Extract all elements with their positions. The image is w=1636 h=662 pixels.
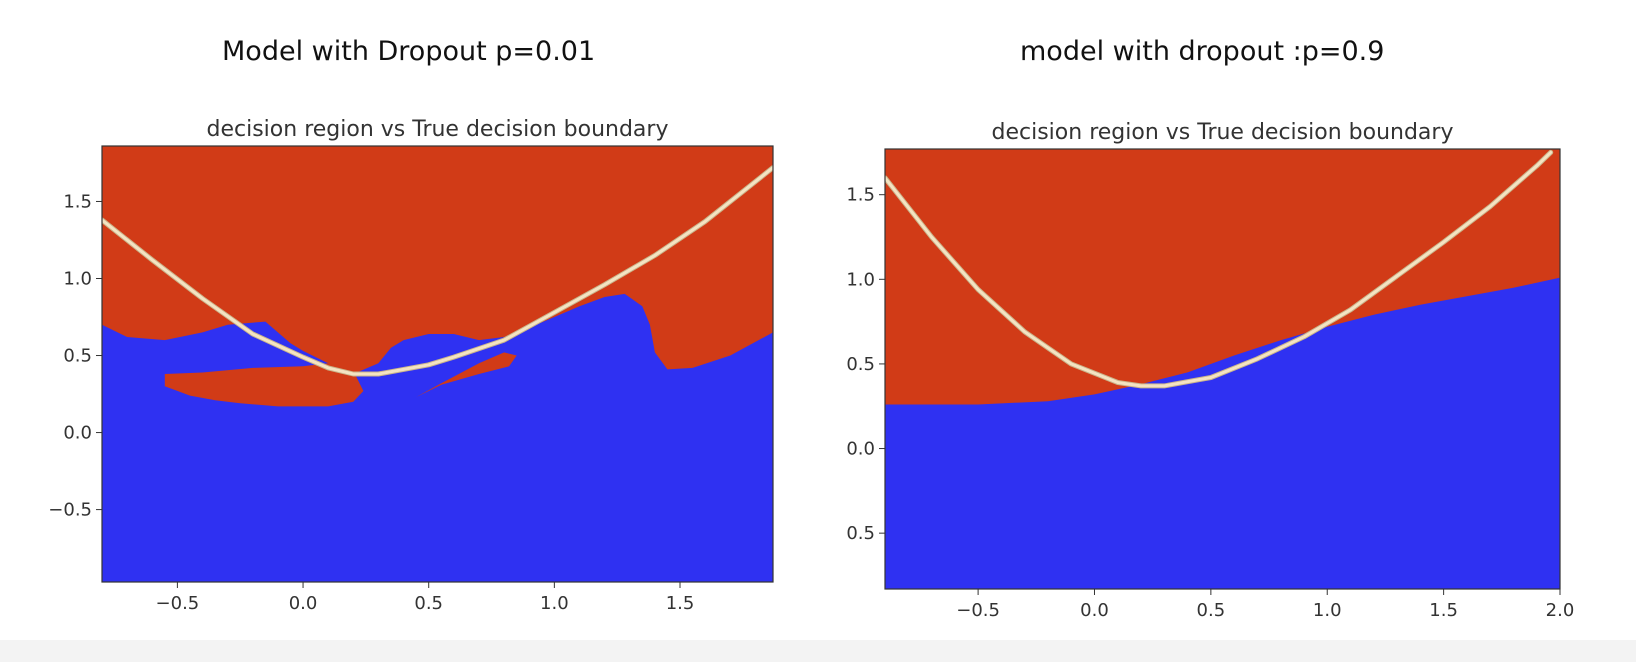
y-tick-label: −0.5 (48, 500, 92, 521)
y-tick-label: 1.0 (63, 268, 92, 289)
axes-title: decision region vs True decision boundar… (207, 117, 669, 142)
axes-frame (884, 148, 1561, 590)
x-tick-label: 0.0 (1080, 600, 1109, 621)
y-tick-label: 1.5 (846, 185, 875, 206)
region-class-0 (102, 293, 773, 582)
plot-area (885, 149, 1560, 589)
region-class-0 (885, 277, 1560, 589)
left-figure-heading: Model with Dropout p=0.01 (222, 36, 596, 67)
region-island-0 (164, 363, 364, 407)
y-tick-label: 0.0 (63, 423, 92, 444)
x-tick-label: 0.5 (414, 593, 443, 614)
axes-frame (101, 145, 774, 583)
x-tick-label: 1.5 (666, 593, 695, 614)
region-island-1 (416, 352, 517, 398)
true-boundary-line (885, 150, 1553, 388)
x-tick-label: 2.0 (1546, 600, 1575, 621)
y-tick-label: 0.5 (846, 354, 875, 375)
y-tick-label: 0.5 (63, 346, 92, 367)
y-tick-label: 1.5 (63, 191, 92, 212)
x-tick-label: 0.0 (289, 593, 318, 614)
x-tick-label: 1.5 (1429, 600, 1458, 621)
true-boundary-line (102, 166, 773, 376)
x-tick-label: 1.0 (1313, 600, 1342, 621)
y-tick-label: 0.0 (846, 439, 875, 460)
left-plot: decision region vs True decision boundar… (48, 117, 774, 614)
plot-area (102, 146, 773, 582)
bottom-strip (0, 640, 1636, 662)
x-tick-label: 1.0 (540, 593, 569, 614)
x-tick-label: −0.5 (956, 600, 1000, 621)
y-tick-label: 1.0 (846, 269, 875, 290)
x-tick-label: 0.5 (1197, 600, 1226, 621)
right-figure-heading: model with dropout :p=0.9 (1020, 36, 1385, 67)
x-tick-label: −0.5 (156, 593, 200, 614)
y-tick-label: 0.5 (846, 523, 875, 544)
axes-title: decision region vs True decision boundar… (992, 120, 1454, 145)
right-plot: decision region vs True decision boundar… (846, 120, 1574, 621)
